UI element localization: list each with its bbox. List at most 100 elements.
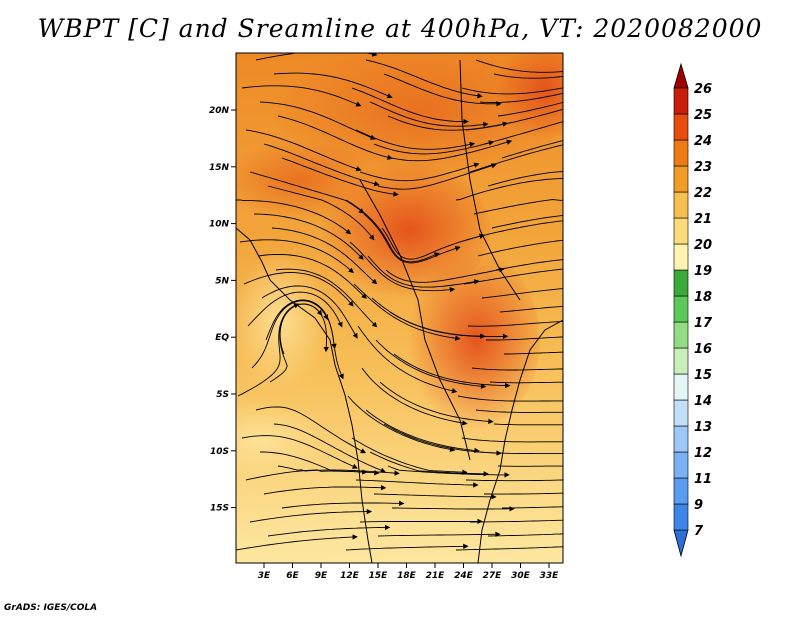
colorbar-label: 17	[694, 316, 713, 331]
lon-tick-label: 12E	[340, 571, 360, 581]
lon-tick-label: 24E	[454, 571, 474, 581]
streamline	[353, 283, 461, 341]
colorbar: 7 9 11 12 13 14 15 16 17 18 19 20 21 22 23 24 25 26	[673, 62, 713, 558]
streamline	[257, 254, 367, 299]
colorbar-label: 9	[694, 498, 703, 513]
streamline	[265, 299, 337, 350]
colorbar-box	[673, 399, 689, 427]
streamline	[475, 59, 563, 73]
streamline	[251, 300, 329, 369]
lon-tick-label: 15E	[369, 571, 389, 581]
streamline	[379, 381, 494, 424]
colorbar-label: 14	[694, 394, 712, 409]
streamline	[473, 199, 563, 215]
colorbar-box	[673, 321, 689, 349]
streamline	[241, 85, 362, 107]
streamline	[375, 339, 487, 389]
colorbar-label: 15	[694, 368, 712, 383]
streamline	[504, 351, 563, 355]
colorbar-box	[673, 425, 689, 453]
colorbar-label: 22	[694, 186, 712, 201]
lat-tick-label: 10N	[209, 220, 230, 230]
streamlines	[236, 53, 563, 551]
lat-tick-label: 5S	[216, 390, 229, 400]
lat-tick-label: 15S	[210, 504, 229, 514]
map-field	[236, 53, 563, 563]
colorbar-box	[673, 217, 689, 245]
lon-tick-label: 30E	[511, 571, 531, 581]
colorbar-label: 18	[694, 290, 712, 305]
streamline	[455, 546, 563, 551]
streamline	[263, 143, 380, 187]
streamline	[455, 178, 563, 201]
streamline	[389, 311, 509, 340]
streamline	[491, 214, 563, 229]
streamline	[487, 533, 563, 537]
streamline	[351, 87, 469, 125]
streamline	[487, 171, 563, 187]
colorbar-box	[673, 373, 689, 401]
streamline	[269, 303, 323, 383]
streamline	[255, 406, 367, 454]
colorbar-box	[673, 295, 689, 323]
streamline	[501, 140, 563, 159]
lon-tick-label: 18E	[397, 571, 417, 581]
streamline	[345, 543, 469, 551]
streamline	[493, 73, 563, 79]
streamline	[461, 437, 563, 443]
streamline	[267, 524, 391, 537]
streamline	[255, 53, 378, 61]
streamline	[349, 241, 456, 293]
streamline	[377, 531, 501, 537]
streamline	[243, 272, 354, 307]
streamline	[385, 267, 505, 283]
streamline	[241, 435, 358, 469]
streamline	[247, 291, 343, 328]
lat-tick-label: 20N	[209, 106, 230, 116]
streamline	[345, 199, 440, 263]
streamline	[355, 479, 479, 488]
streamline	[277, 115, 393, 160]
streamline	[469, 144, 563, 173]
streamline	[489, 381, 563, 384]
streamline	[239, 239, 354, 274]
streamline	[261, 285, 358, 339]
colorbar-top-arrow	[673, 62, 689, 89]
streamline	[369, 451, 489, 477]
colorbar-label: 13	[694, 420, 712, 435]
streamline	[359, 518, 483, 525]
lat-tick-label: 5N	[215, 276, 229, 286]
streamline	[479, 92, 563, 103]
streamline	[273, 423, 387, 473]
colorbar-box	[673, 243, 689, 271]
streamline	[486, 336, 563, 341]
colorbar-box	[673, 113, 689, 141]
streamline	[383, 73, 502, 107]
streamline	[359, 162, 480, 182]
streamline	[367, 255, 480, 288]
lon-tick-label: 21E	[426, 571, 446, 581]
streamline	[355, 129, 476, 150]
streamline	[263, 485, 387, 495]
streamline	[477, 239, 563, 257]
colorbar-box	[673, 477, 689, 505]
coastlines	[236, 59, 563, 563]
streamline	[369, 101, 489, 128]
streamline	[502, 506, 563, 509]
credit-text: GrADS: IGES/COLA	[4, 603, 98, 613]
streamline	[267, 185, 375, 241]
streamline	[470, 519, 563, 523]
streamline	[357, 325, 458, 394]
streamline	[281, 157, 399, 197]
lat-tick-label: 10S	[210, 447, 229, 457]
streamline	[465, 108, 563, 131]
streamline	[493, 423, 563, 426]
streamline	[387, 465, 510, 478]
streamline	[237, 303, 300, 397]
streamline	[459, 220, 563, 243]
streamline	[377, 163, 497, 190]
lon-tick-label: 9E	[315, 571, 328, 581]
colorbar-label: 12	[694, 446, 712, 461]
streamline	[373, 493, 497, 500]
colorbar-label: 26	[694, 82, 712, 97]
